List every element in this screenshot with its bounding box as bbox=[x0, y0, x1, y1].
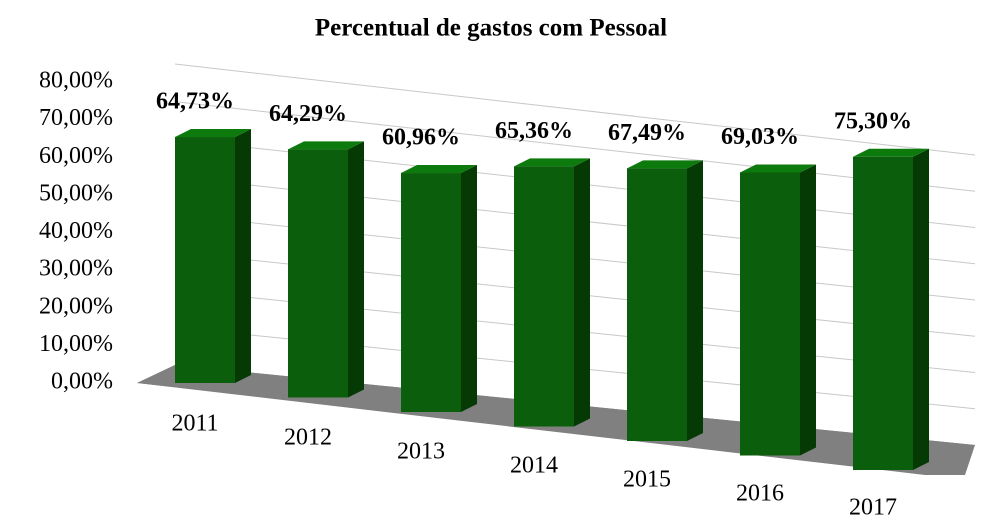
y-tick-label: 30,00% bbox=[39, 256, 113, 282]
bar bbox=[175, 137, 235, 383]
bar-side bbox=[348, 141, 364, 398]
y-tick-label: 20,00% bbox=[39, 293, 113, 319]
bar-top bbox=[627, 160, 703, 169]
bar bbox=[288, 149, 348, 398]
value-label: 60,96% bbox=[382, 125, 460, 151]
value-label: 75,30% bbox=[834, 108, 912, 134]
bar-top bbox=[853, 148, 929, 157]
x-tick-label: 2012 bbox=[284, 425, 332, 451]
bar bbox=[401, 173, 461, 412]
x-tick-label: 2017 bbox=[849, 495, 897, 521]
bar-side bbox=[800, 164, 816, 456]
bar bbox=[627, 168, 687, 441]
value-label: 67,49% bbox=[608, 120, 686, 146]
bar bbox=[853, 156, 913, 470]
value-label: 64,73% bbox=[156, 89, 234, 115]
bar-top bbox=[401, 165, 477, 174]
x-tick-label: 2015 bbox=[623, 467, 671, 493]
x-tick-label: 2013 bbox=[397, 439, 445, 465]
chart-title: Percentual de gastos com Pessoal bbox=[315, 15, 667, 42]
bar-top bbox=[175, 129, 251, 138]
y-tick-label: 60,00% bbox=[39, 143, 113, 169]
x-tick-label: 2016 bbox=[736, 481, 784, 507]
bar-side bbox=[687, 160, 703, 441]
bar-top bbox=[514, 158, 590, 167]
bar-side bbox=[913, 148, 929, 470]
bar bbox=[740, 172, 800, 456]
grid-line bbox=[174, 63, 976, 156]
bar-side bbox=[574, 158, 590, 427]
bar-top bbox=[288, 141, 364, 150]
x-tick-label: 2014 bbox=[510, 453, 558, 479]
value-label: 69,03% bbox=[721, 124, 799, 150]
y-tick-label: 40,00% bbox=[39, 218, 113, 244]
bar bbox=[514, 166, 574, 427]
y-tick-label: 50,00% bbox=[39, 180, 113, 206]
value-label: 65,36% bbox=[495, 118, 573, 144]
y-tick-label: 70,00% bbox=[39, 105, 113, 131]
bar-side bbox=[235, 129, 251, 383]
value-label: 64,29% bbox=[269, 101, 347, 127]
grid-line bbox=[174, 101, 976, 192]
bar-top bbox=[740, 164, 816, 173]
y-tick-label: 10,00% bbox=[39, 331, 113, 357]
y-tick-label: 80,00% bbox=[39, 68, 113, 94]
y-tick-label: 0,00% bbox=[51, 369, 113, 395]
bar-side bbox=[461, 165, 477, 412]
x-tick-label: 2011 bbox=[171, 411, 218, 437]
